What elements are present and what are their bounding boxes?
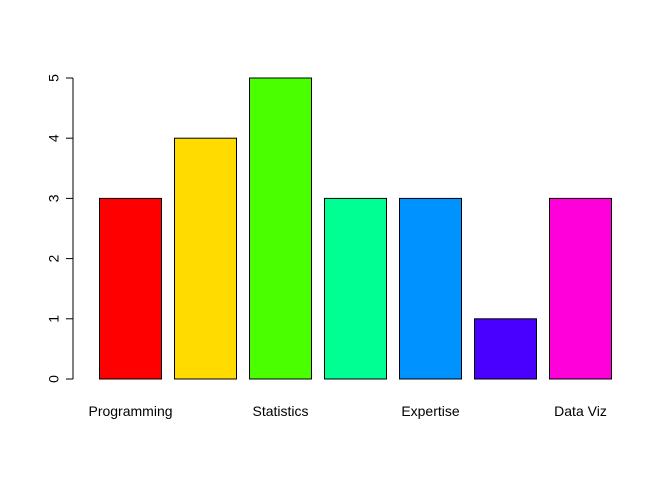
bar — [324, 197, 387, 380]
x-category-label: Programming — [88, 403, 172, 419]
y-tick-label: 3 — [46, 194, 62, 202]
bar — [249, 77, 312, 380]
bars — [99, 77, 612, 380]
y-axis: 0 1 2 3 4 5 — [46, 74, 74, 383]
y-tick-label: 0 — [46, 375, 62, 383]
y-tick-label: 2 — [46, 254, 62, 262]
x-category-label: Statistics — [252, 403, 308, 419]
bar — [549, 197, 612, 380]
bar — [174, 137, 237, 380]
y-tick-label: 1 — [46, 315, 62, 323]
x-category-label: Data Viz — [554, 403, 607, 419]
x-category-label: Expertise — [401, 403, 460, 419]
x-axis-labels: Programming Statistics Expertise Data Viz — [88, 403, 606, 419]
bar — [99, 197, 162, 380]
y-tick-label: 5 — [46, 74, 62, 82]
bar — [399, 197, 462, 380]
bar — [474, 318, 537, 380]
y-tick-label: 4 — [46, 134, 62, 142]
